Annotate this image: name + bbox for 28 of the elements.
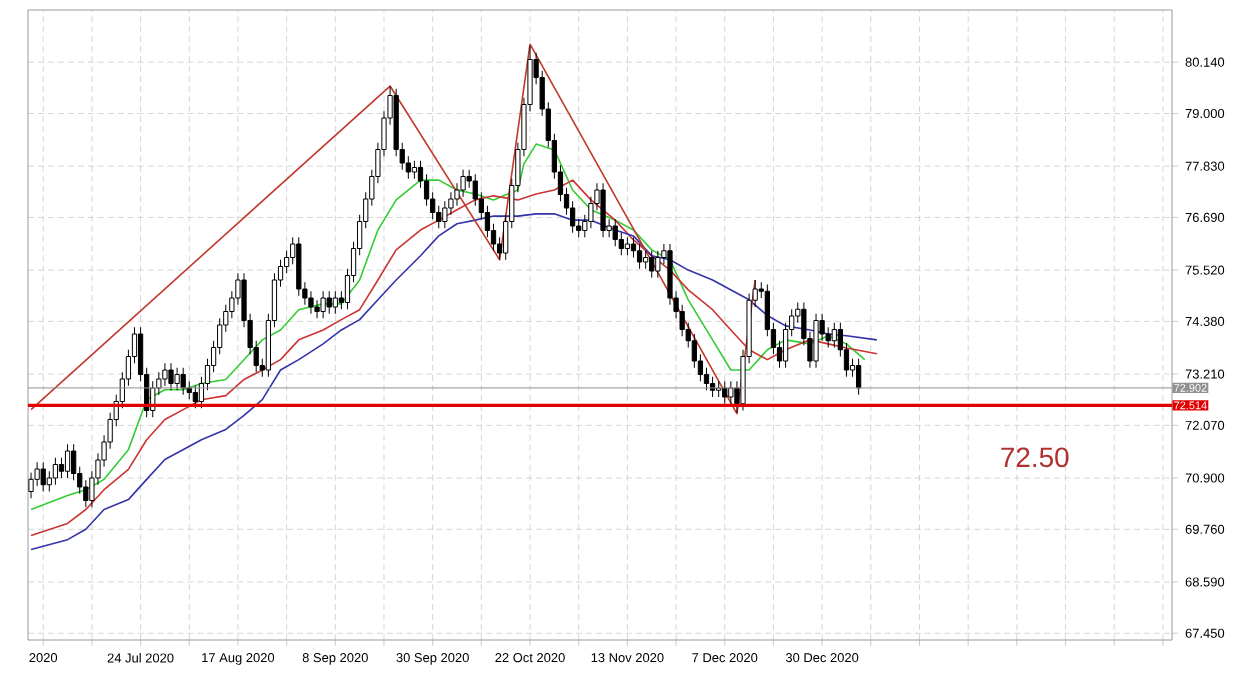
candlestick — [162, 362, 168, 387]
candlestick — [308, 290, 314, 315]
candlestick — [180, 367, 186, 396]
candlestick — [320, 290, 326, 319]
candlestick — [813, 313, 819, 369]
candlestick — [649, 250, 655, 279]
candlestick — [442, 200, 448, 229]
candlestick — [168, 362, 174, 391]
candlestick — [612, 218, 618, 247]
candlestick — [722, 380, 728, 405]
candlestick — [326, 290, 332, 315]
candlestick — [655, 250, 661, 279]
candlestick — [64, 443, 71, 479]
candlestick — [855, 358, 862, 396]
candlestick — [600, 182, 606, 238]
candlestick — [174, 367, 180, 391]
candlestick — [831, 322, 837, 348]
candlestick — [460, 169, 466, 198]
candlestick — [332, 290, 338, 315]
candlestick — [314, 299, 320, 319]
candlestick — [40, 461, 46, 492]
candlestick — [728, 380, 734, 405]
candlestick — [52, 457, 59, 486]
candlestick — [192, 385, 198, 409]
annotation: 72.50 — [1001, 447, 1069, 468]
candlestick — [58, 457, 65, 479]
candlestick — [636, 243, 643, 270]
candlestick — [296, 236, 302, 297]
